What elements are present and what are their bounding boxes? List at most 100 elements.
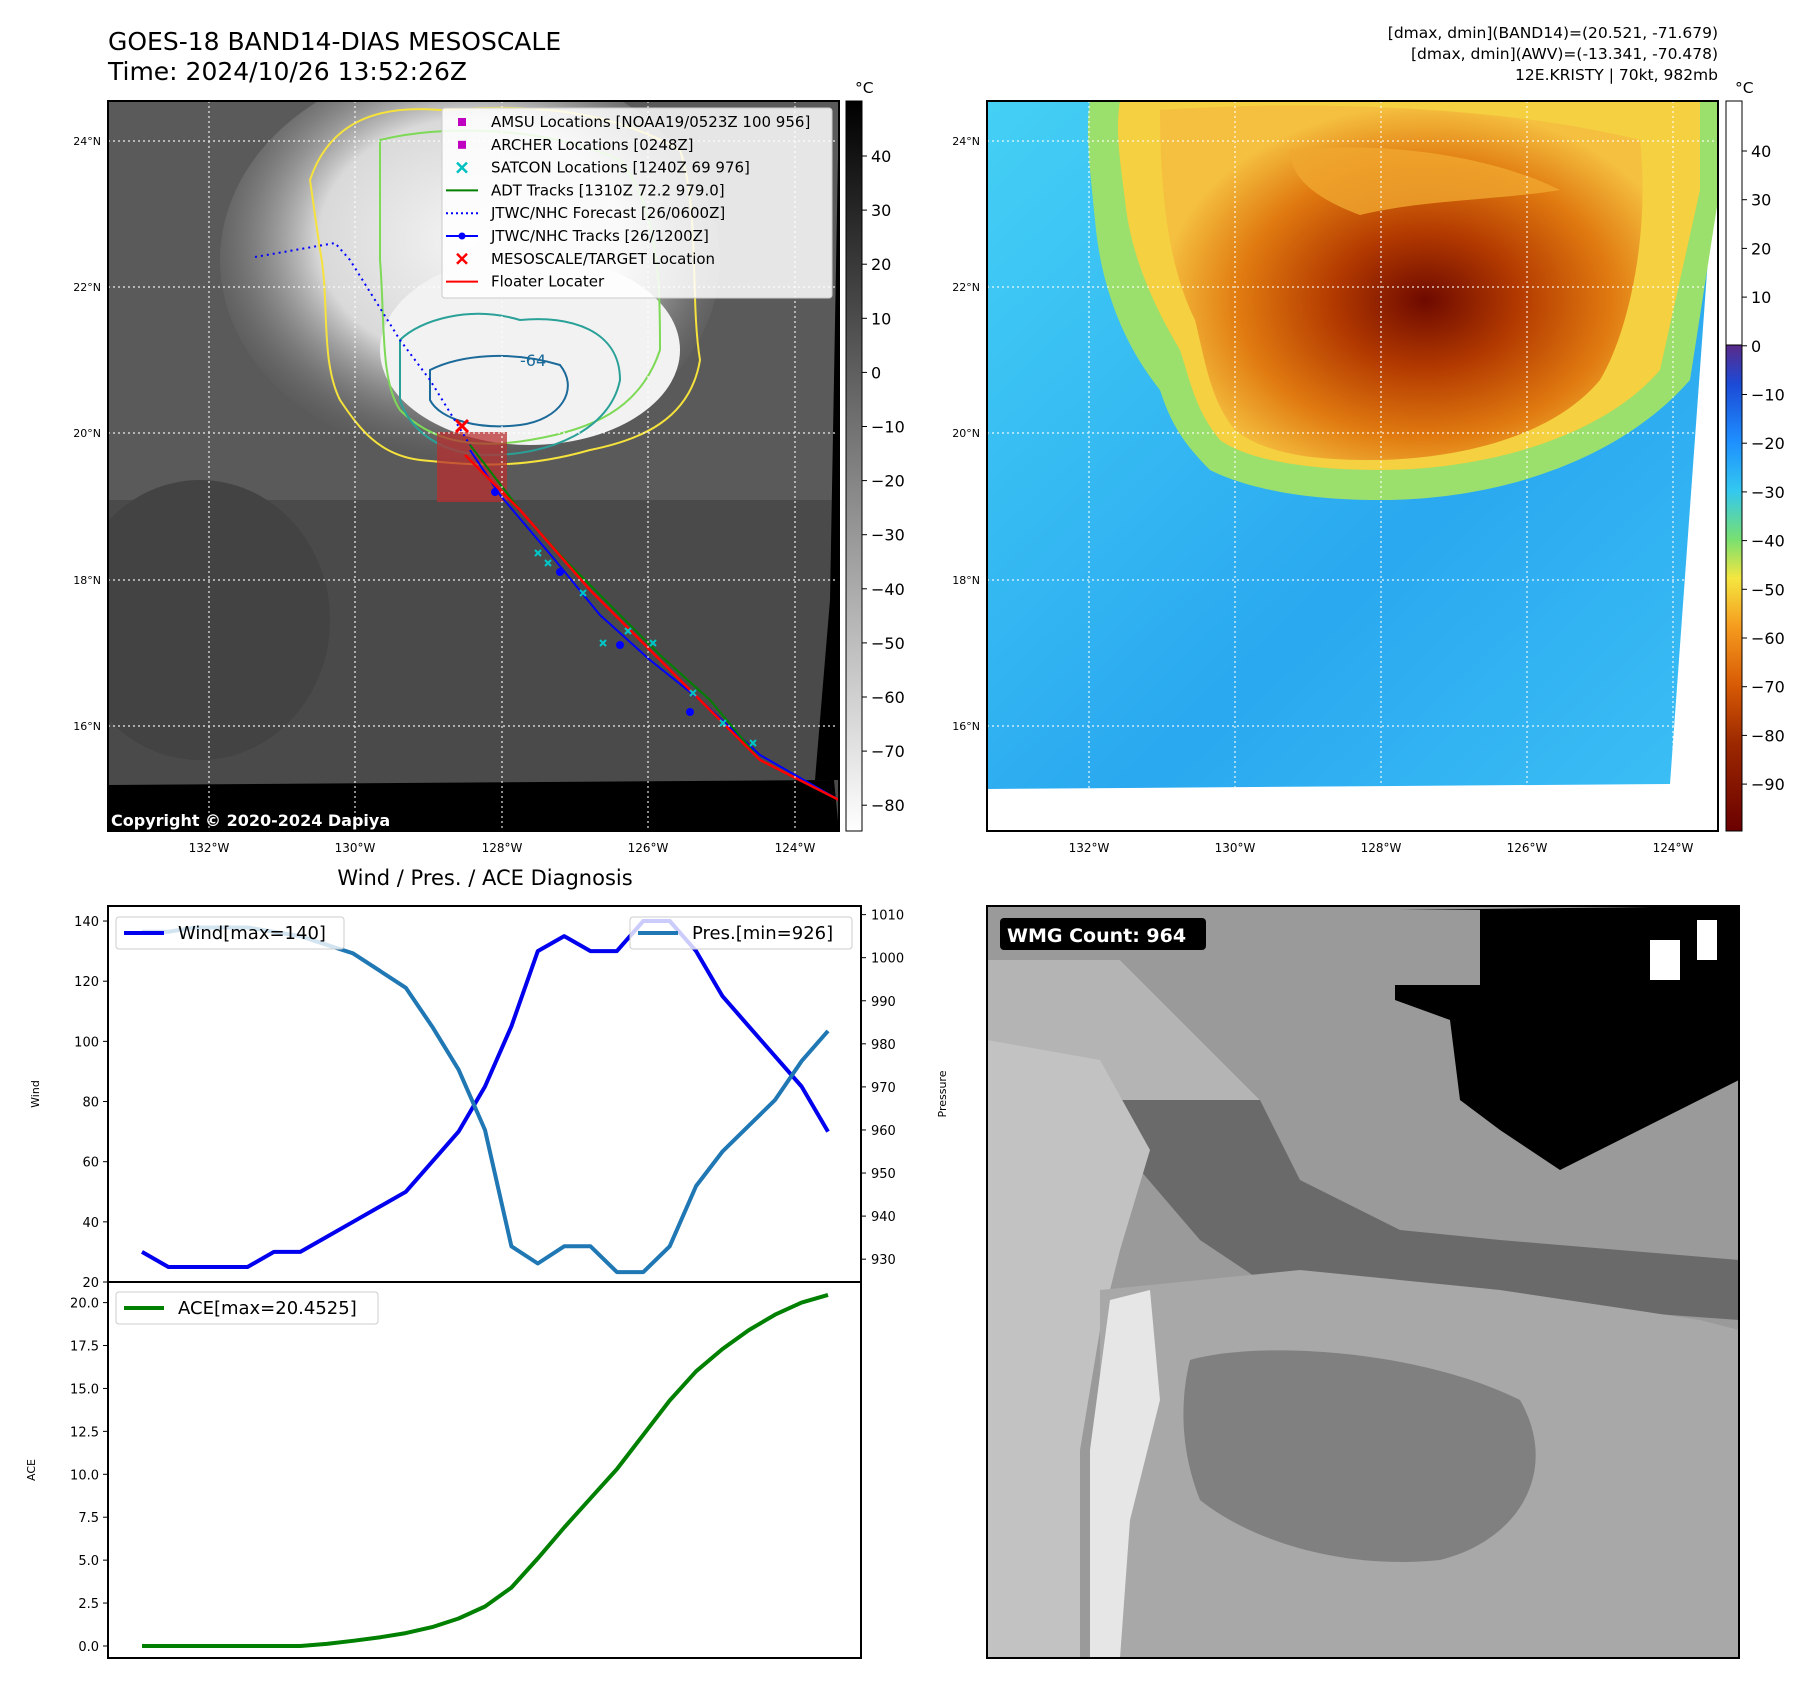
y-tick-label: 5.0 [78, 1554, 99, 1569]
ir-colorbar-unit: °C [855, 79, 874, 97]
series-line [142, 1292, 829, 1648]
lat-label: 18°N [73, 574, 101, 587]
map-legend-item: ARCHER Locations [0248Z] [491, 136, 694, 154]
lon-label: 124°W [1653, 841, 1694, 855]
diagnosis-title: Wind / Pres. / ACE Diagnosis [337, 866, 632, 890]
chart-legend-item: ACE[max=20.4525] [178, 1298, 357, 1319]
ir-map-panel: -64 [107, 100, 840, 832]
ir-lon-labels: 132°W 130°W 128°W 126°W 124°W [189, 841, 816, 855]
lat-label: 16°N [952, 720, 980, 733]
ir-lat-labels: 24°N 22°N 20°N 18°N 16°N [73, 135, 101, 733]
colorbar-tick: −20 [871, 472, 905, 491]
colorbar-tick: −90 [1751, 775, 1785, 794]
map-legend-item: Floater Locater [491, 273, 605, 291]
colorbar-tick: 0 [871, 363, 881, 382]
map-legend-item: AMSU Locations [NOAA19/0523Z 100 956] [491, 113, 810, 131]
contour-label: -64 [520, 351, 546, 370]
colorbar-tick: −20 [1751, 434, 1785, 453]
y-tick-label: 120 [74, 975, 99, 990]
figure-time: Time: 2024/10/26 13:52:26Z [107, 57, 467, 86]
y-tick-label: 2.5 [78, 1597, 99, 1612]
colorbar-tick: −60 [871, 688, 905, 707]
y-tick-label: 7.5 [78, 1511, 99, 1526]
colorbar-tick: 10 [1751, 288, 1771, 307]
y-tick-label: 20 [82, 1276, 99, 1291]
lon-label: 124°W [775, 841, 816, 855]
wind-pressure-chart: 20 40 60 80 100 120 140 930 940 950 960 970 980 990 1… [29, 905, 949, 1291]
map-legend: AMSU Locations [NOAA19/0523Z 100 956] ARC… [441, 107, 833, 299]
enhanced-ir-panel [986, 100, 1719, 832]
y-tick-label: 100 [74, 1035, 99, 1050]
colorbar-tick: 40 [1751, 142, 1771, 161]
wmg-panel: WMG Count: 964 [986, 905, 1740, 1659]
enh-colorbar-unit: °C [1735, 79, 1754, 97]
wind-axis-label: Wind [29, 1080, 42, 1108]
figure-title: GOES-18 BAND14-DIAS MESOSCALE [108, 27, 561, 56]
lon-label: 126°W [628, 841, 669, 855]
lon-label: 130°W [1215, 841, 1256, 855]
lat-label: 20°N [952, 427, 980, 440]
chart-legend-item: Pres.[min=926] [692, 923, 833, 944]
map-legend-item: ADT Tracks [1310Z 72.2 979.0] [491, 181, 725, 199]
chart-legend-item: Wind[max=140] [178, 923, 326, 944]
map-legend-item: JTWC/NHC Forecast [26/0600Z] [490, 204, 725, 222]
lat-label: 24°N [73, 135, 101, 148]
colorbar-tick: 40 [871, 147, 891, 166]
y2-tick-label: 940 [871, 1210, 896, 1225]
lon-label: 128°W [1361, 841, 1402, 855]
colorbar-tick: −30 [1751, 483, 1785, 502]
colorbar-tick: −10 [871, 418, 905, 437]
colorbar-tick: 30 [871, 201, 891, 220]
y2-tick-label: 1010 [871, 909, 904, 924]
lat-label: 18°N [952, 574, 980, 587]
lon-label: 130°W [335, 841, 376, 855]
y-tick-label: 40 [82, 1216, 99, 1231]
y2-tick-label: 980 [871, 1038, 896, 1053]
y2-tick-label: 950 [871, 1167, 896, 1182]
y-tick-label: 60 [82, 1156, 99, 1171]
y-tick-label: 0.0 [78, 1640, 99, 1655]
map-legend-item: JTWC/NHC Tracks [26/1200Z] [490, 227, 709, 245]
y-tick-label: 17.5 [70, 1340, 99, 1355]
info-band14-range: [dmax, dmin](BAND14)=(20.521, -71.679) [1388, 24, 1718, 42]
colorbar-tick: −10 [1751, 386, 1785, 405]
colorbar-tick: −50 [1751, 580, 1785, 599]
colorbar-tick: −30 [871, 526, 905, 545]
colorbar-tick: −40 [1751, 532, 1785, 551]
ace-chart: 0.0 2.5 5.0 7.5 10.0 12.5 15.0 17.5 20.0 ACE ACE… [25, 1281, 862, 1659]
y-tick-label: 140 [74, 915, 99, 930]
colorbar-tick: −70 [1751, 678, 1785, 697]
colorbar-tick: 0 [1751, 337, 1761, 356]
lat-label: 22°N [73, 281, 101, 294]
pressure-axis-label: Pressure [936, 1070, 949, 1117]
lat-label: 20°N [73, 427, 101, 440]
lon-label: 132°W [189, 841, 230, 855]
wmg-count-label: WMG Count: 964 [1007, 925, 1186, 947]
colorbar-tick: 20 [871, 255, 891, 274]
lat-label: 24°N [952, 135, 980, 148]
y-tick-label: 80 [82, 1096, 99, 1111]
lon-label: 132°W [1069, 841, 1110, 855]
lat-label: 22°N [952, 281, 980, 294]
y2-tick-label: 960 [871, 1124, 896, 1139]
y2-tick-label: 970 [871, 1081, 896, 1096]
map-legend-item: SATCON Locations [1240Z 69 976] [491, 159, 750, 177]
y2-tick-label: 990 [871, 995, 896, 1010]
lat-label: 16°N [73, 720, 101, 733]
colorbar-tick: 20 [1751, 239, 1771, 258]
colorbar-tick: −40 [871, 580, 905, 599]
y-tick-label: 20.0 [70, 1297, 99, 1312]
ir-colorbar: °C 40 30 20 10 0 −10 −20 −30 −40 −50 −60 −70 −80 [845, 79, 905, 832]
colorbar-tick: −80 [871, 796, 905, 815]
copyright-text: Copyright © 2020-2024 Dapiya [111, 811, 390, 830]
colorbar-tick: −70 [871, 742, 905, 761]
lon-label: 126°W [1507, 841, 1548, 855]
enh-lon-labels: 132°W 130°W 128°W 126°W 124°W [1069, 841, 1694, 855]
colorbar-tick: 10 [871, 309, 891, 328]
info-awv-range: [dmax, dmin](AWV)=(-13.341, -70.478) [1411, 45, 1718, 63]
y2-tick-label: 1000 [871, 952, 904, 967]
y2-tick-label: 930 [871, 1253, 896, 1268]
enh-lat-labels: 24°N 22°N 20°N 18°N 16°N [952, 135, 980, 733]
colorbar-tick: 30 [1751, 191, 1771, 210]
